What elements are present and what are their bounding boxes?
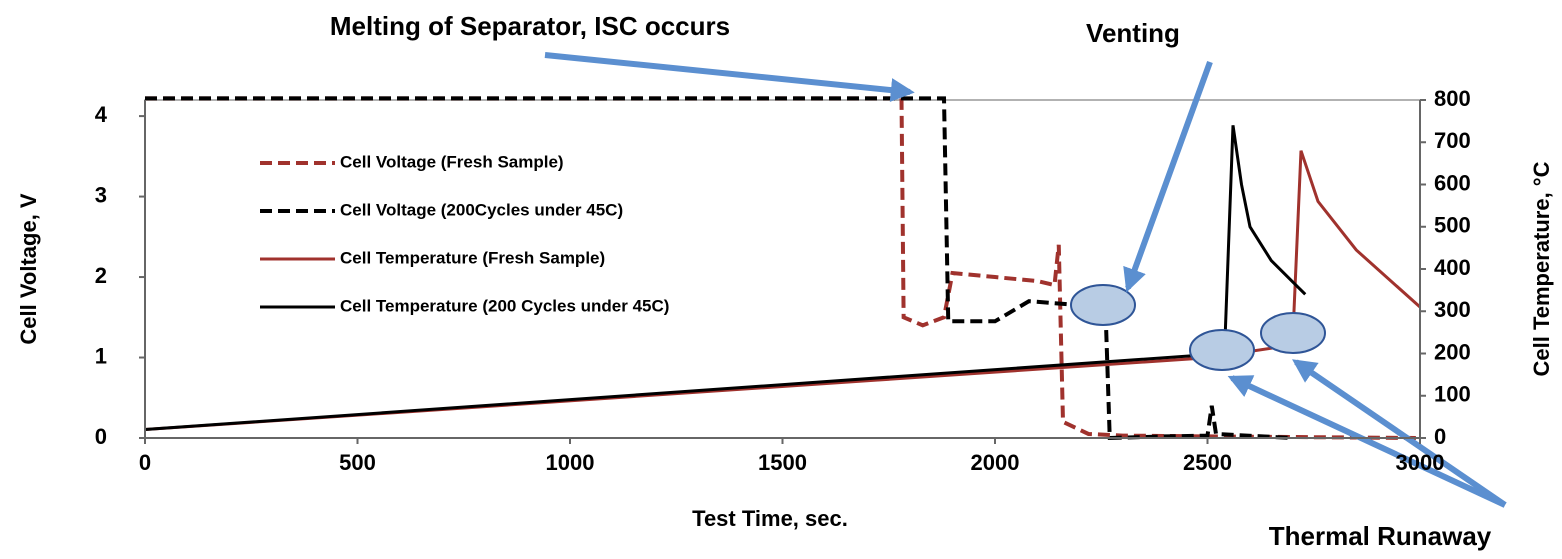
- callout: [1260, 312, 1326, 354]
- arrow: [1123, 60, 1213, 293]
- y-tick-label: 4: [95, 102, 108, 127]
- y2-tick-label: 600: [1434, 170, 1471, 195]
- y-tick-label: 3: [95, 182, 107, 207]
- x-tick-label: 1000: [546, 450, 595, 475]
- y-tick-label: 0: [95, 424, 107, 449]
- x-axis-label: Test Time, sec.: [692, 506, 848, 531]
- y2-tick-label: 700: [1434, 128, 1471, 153]
- y2-tick-label: 300: [1434, 297, 1471, 322]
- y2-tick-label: 800: [1434, 86, 1471, 111]
- series-line: [144, 150, 1422, 432]
- annotation: Venting: [1086, 18, 1180, 48]
- series-line: [145, 96, 1421, 440]
- y-tick-label: 2: [95, 263, 107, 288]
- annotation: Melting of Separator, ISC occurs: [330, 11, 730, 41]
- y-axis-label: Cell Voltage, V: [16, 193, 41, 345]
- arrow: [1292, 359, 1507, 508]
- x-tick-label: 2000: [971, 450, 1020, 475]
- x-tick-label: 1500: [758, 450, 807, 475]
- callout: [1070, 284, 1136, 326]
- x-tick-label: 3000: [1396, 450, 1445, 475]
- legend-label: Cell Temperature (Fresh Sample): [340, 248, 605, 267]
- x-tick-label: 0: [139, 450, 151, 475]
- y2-tick-label: 200: [1434, 339, 1471, 364]
- arrow: [1227, 375, 1507, 508]
- y2-tick-label: 500: [1434, 213, 1471, 238]
- y2-tick-label: 0: [1434, 424, 1446, 449]
- legend-label: Cell Voltage (Fresh Sample): [340, 152, 564, 171]
- series-line: [145, 96, 1293, 441]
- series-line: [144, 125, 1307, 432]
- x-tick-label: 2500: [1183, 450, 1232, 475]
- y-tick-label: 1: [95, 343, 107, 368]
- x-tick-label: 500: [339, 450, 376, 475]
- legend-label: Cell Temperature (200 Cycles under 45C): [340, 296, 669, 315]
- y2-tick-label: 400: [1434, 255, 1471, 280]
- legend-label: Cell Voltage (200Cycles under 45C): [340, 200, 623, 219]
- annotation: Thermal Runaway: [1269, 521, 1492, 551]
- y2-axis-label: Cell Temperature, °C: [1529, 161, 1554, 376]
- callout: [1189, 329, 1255, 371]
- y2-tick-label: 100: [1434, 382, 1471, 407]
- arrow: [544, 52, 915, 103]
